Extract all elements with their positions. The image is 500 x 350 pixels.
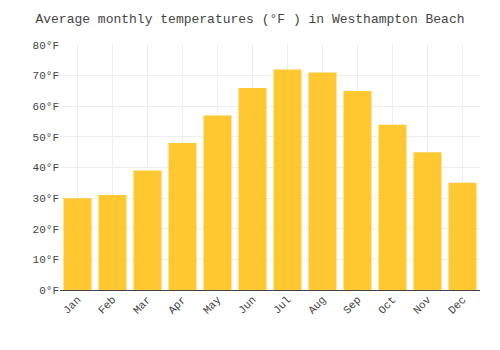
svg-text:40°F: 40°F	[33, 162, 59, 174]
svg-text:Nov: Nov	[411, 294, 434, 317]
svg-text:Dec: Dec	[446, 294, 468, 316]
svg-text:60°F: 60°F	[33, 101, 59, 113]
svg-text:80°F: 80°F	[33, 40, 59, 52]
svg-text:Jul: Jul	[271, 294, 293, 316]
svg-text:May: May	[201, 294, 224, 317]
svg-text:30°F: 30°F	[33, 193, 59, 205]
svg-text:0°F: 0°F	[39, 285, 59, 297]
svg-text:Jun: Jun	[236, 294, 258, 316]
svg-text:Apr: Apr	[166, 294, 188, 316]
svg-text:10°F: 10°F	[33, 254, 59, 266]
svg-text:Oct: Oct	[376, 294, 398, 316]
svg-text:Mar: Mar	[131, 294, 153, 316]
svg-text:Feb: Feb	[96, 294, 118, 316]
svg-text:50°F: 50°F	[33, 132, 59, 144]
svg-text:Sep: Sep	[341, 294, 363, 316]
svg-text:Jan: Jan	[61, 294, 83, 316]
svg-text:Aug: Aug	[306, 294, 328, 316]
svg-text:Average monthly temperatures (: Average monthly temperatures (°F ) in We…	[35, 12, 464, 27]
svg-text:70°F: 70°F	[33, 70, 59, 82]
svg-text:20°F: 20°F	[33, 224, 59, 236]
